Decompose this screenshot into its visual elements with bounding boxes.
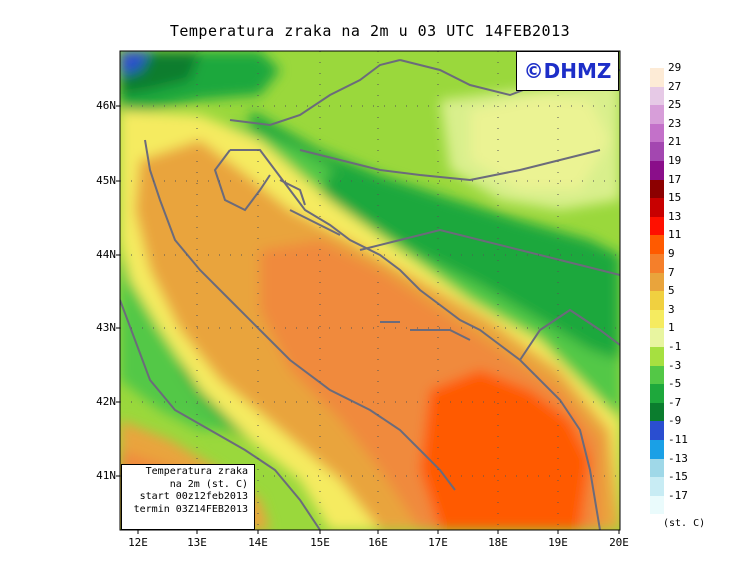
legend-swatch bbox=[650, 291, 664, 310]
lon-label-18e: 18E bbox=[488, 536, 508, 549]
info-box: Temperatura zraka na 2m (st. C) start 00… bbox=[121, 464, 255, 530]
lat-label-43n: 43N bbox=[96, 321, 116, 334]
legend-label: 21 bbox=[668, 135, 682, 149]
legend-label: -9 bbox=[668, 414, 682, 428]
border-slovenia bbox=[229, 59, 401, 127]
lat-label-41n: 41N bbox=[96, 469, 116, 482]
info-line-2: na 2m (st. C) bbox=[169, 478, 248, 490]
info-line-4: termin 03Z14FEB2013 bbox=[133, 503, 248, 515]
legend-label: 25 bbox=[668, 98, 682, 112]
legend-label: 9 bbox=[668, 247, 675, 260]
coastlines bbox=[120, 59, 620, 530]
border-montenegro bbox=[519, 308, 620, 361]
info-line-1: Temperatura zraka bbox=[145, 466, 248, 477]
legend-swatch bbox=[650, 179, 664, 199]
coastline-istria bbox=[213, 149, 271, 212]
legend-swatch bbox=[650, 402, 664, 422]
legend-units: (st. C) bbox=[663, 518, 706, 529]
lon-label-16e: 16E bbox=[368, 536, 388, 549]
legend-swatch bbox=[650, 254, 664, 273]
lon-label-15e: 15E bbox=[310, 536, 330, 549]
lon-label-13e: 13E bbox=[187, 536, 207, 549]
legend-swatch bbox=[650, 142, 664, 161]
lon-label-19e: 19E bbox=[548, 536, 568, 549]
legend-label: -13 bbox=[668, 451, 688, 465]
legend-label: -7 bbox=[668, 395, 682, 409]
island-1 bbox=[279, 179, 306, 206]
lon-label-14e: 14E bbox=[248, 536, 268, 549]
legend-swatch bbox=[650, 384, 664, 403]
lon-label-12e: 12E bbox=[128, 536, 148, 549]
legend-swatch bbox=[650, 86, 664, 106]
border-croatia-bih bbox=[299, 149, 601, 182]
legend-label: 1 bbox=[668, 321, 675, 335]
legend-label: 3 bbox=[668, 302, 675, 316]
legend-label: -11 bbox=[668, 433, 688, 446]
lon-label-17e: 17E bbox=[428, 536, 448, 549]
border-albania bbox=[534, 374, 601, 530]
legend-swatch bbox=[650, 365, 664, 385]
border-bih-south bbox=[359, 228, 620, 276]
lat-label-42n: 42N bbox=[96, 395, 116, 408]
dhmz-logo: ©DHMZ bbox=[516, 51, 619, 91]
legend-swatch bbox=[650, 161, 664, 180]
coastline-italy bbox=[144, 139, 456, 491]
lat-label-44n: 44N bbox=[96, 248, 116, 261]
legend-label: -1 bbox=[668, 340, 682, 353]
legend-label: 7 bbox=[668, 265, 675, 279]
legend-label: 11 bbox=[668, 228, 682, 242]
legend-swatch bbox=[650, 347, 664, 366]
blue-alps bbox=[120, 51, 150, 75]
legend-label: 5 bbox=[668, 284, 675, 298]
island-4 bbox=[410, 329, 471, 341]
legend-swatch bbox=[650, 123, 664, 143]
legend-swatch bbox=[650, 440, 664, 459]
map-frame bbox=[119, 50, 621, 531]
legend-label: 19 bbox=[668, 154, 682, 167]
legend-swatch bbox=[650, 458, 664, 478]
coastline-east bbox=[230, 149, 536, 376]
info-line-3: start 00z12feb2013 bbox=[139, 491, 248, 502]
legend-label: 15 bbox=[668, 191, 682, 205]
coastline-italy-west bbox=[120, 299, 321, 530]
legend-swatch bbox=[650, 421, 664, 440]
legend-swatch bbox=[650, 198, 664, 217]
legend-swatch bbox=[650, 309, 664, 329]
legend-swatch bbox=[650, 477, 664, 496]
island-2 bbox=[289, 209, 341, 236]
legend-swatch bbox=[650, 235, 664, 254]
legend-label: 27 bbox=[668, 79, 682, 93]
legend-swatch bbox=[650, 68, 664, 87]
map-title: Temperatura zraka na 2m u 03 UTC 14FEB20… bbox=[169, 22, 571, 40]
legend-swatch bbox=[650, 495, 664, 515]
legend-swatch bbox=[650, 272, 664, 292]
legend-label: 17 bbox=[668, 172, 682, 186]
legend-label: 29 bbox=[668, 61, 682, 74]
lat-label-46n: 46N bbox=[96, 99, 116, 112]
lon-label-20e: 20E bbox=[609, 536, 629, 549]
legend-swatch bbox=[650, 105, 664, 124]
legend-label: -3 bbox=[668, 358, 682, 372]
legend-label: -17 bbox=[668, 488, 688, 502]
sea-deep-orange bbox=[420, 370, 590, 530]
axis-ticks bbox=[116, 105, 620, 534]
cold-belt-core bbox=[320, 170, 620, 360]
legend-label: -15 bbox=[668, 470, 688, 484]
legend-swatch bbox=[650, 328, 664, 347]
legend-swatch bbox=[650, 216, 664, 236]
lat-label-45n: 45N bbox=[96, 174, 116, 187]
legend-label: 23 bbox=[668, 116, 682, 130]
legend-label: -5 bbox=[668, 377, 682, 391]
legend-label: 13 bbox=[668, 209, 682, 223]
